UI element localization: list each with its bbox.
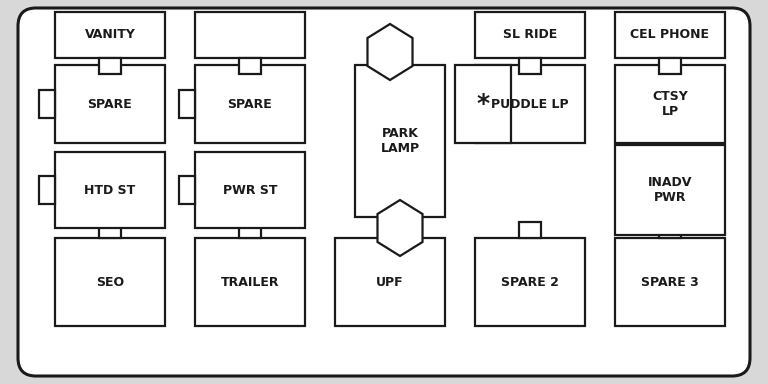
Text: SPARE 2: SPARE 2 (501, 275, 559, 288)
Polygon shape (367, 24, 412, 80)
Text: CEL PHONE: CEL PHONE (631, 28, 710, 41)
Bar (335, 238, 445, 326)
Bar (615, 238, 725, 326)
Bar (615, 12, 725, 58)
FancyBboxPatch shape (18, 8, 750, 376)
Text: HTD ST: HTD ST (84, 184, 136, 197)
Bar (519, 58, 541, 74)
Bar (195, 152, 305, 228)
Bar (179, 90, 195, 118)
Text: PUDDLE LP: PUDDLE LP (492, 98, 569, 111)
Bar (99, 222, 121, 238)
Polygon shape (378, 200, 422, 256)
Text: SPARE: SPARE (88, 98, 132, 111)
Bar (239, 222, 261, 238)
Text: UPF: UPF (376, 275, 404, 288)
Text: CTSY
LP: CTSY LP (652, 90, 688, 118)
Bar (195, 65, 305, 143)
Bar (39, 90, 55, 118)
Bar (55, 65, 165, 143)
Bar (659, 222, 681, 238)
Bar (39, 176, 55, 204)
Bar (195, 238, 305, 326)
Text: INADV
PWR: INADV PWR (648, 176, 692, 204)
Bar (55, 238, 165, 326)
Bar (195, 12, 305, 58)
Bar (475, 238, 585, 326)
Bar (659, 58, 681, 74)
Bar (55, 12, 165, 58)
Text: SPARE: SPARE (227, 98, 273, 111)
Text: SL RIDE: SL RIDE (503, 28, 557, 41)
Bar (475, 12, 585, 58)
Bar (615, 145, 725, 235)
Text: TRAILER: TRAILER (220, 275, 280, 288)
Bar (379, 222, 401, 238)
Bar (615, 65, 725, 143)
Text: SPARE 3: SPARE 3 (641, 275, 699, 288)
Bar (455, 65, 511, 143)
Bar (475, 65, 585, 143)
Text: *: * (476, 92, 489, 116)
Bar (355, 65, 445, 217)
Bar (179, 176, 195, 204)
Bar (55, 152, 165, 228)
Bar (99, 58, 121, 74)
Text: VANITY: VANITY (84, 28, 135, 41)
Bar (519, 222, 541, 238)
Bar (239, 58, 261, 74)
Text: PWR ST: PWR ST (223, 184, 277, 197)
Text: SEO: SEO (96, 275, 124, 288)
Text: PARK
LAMP: PARK LAMP (380, 127, 419, 155)
